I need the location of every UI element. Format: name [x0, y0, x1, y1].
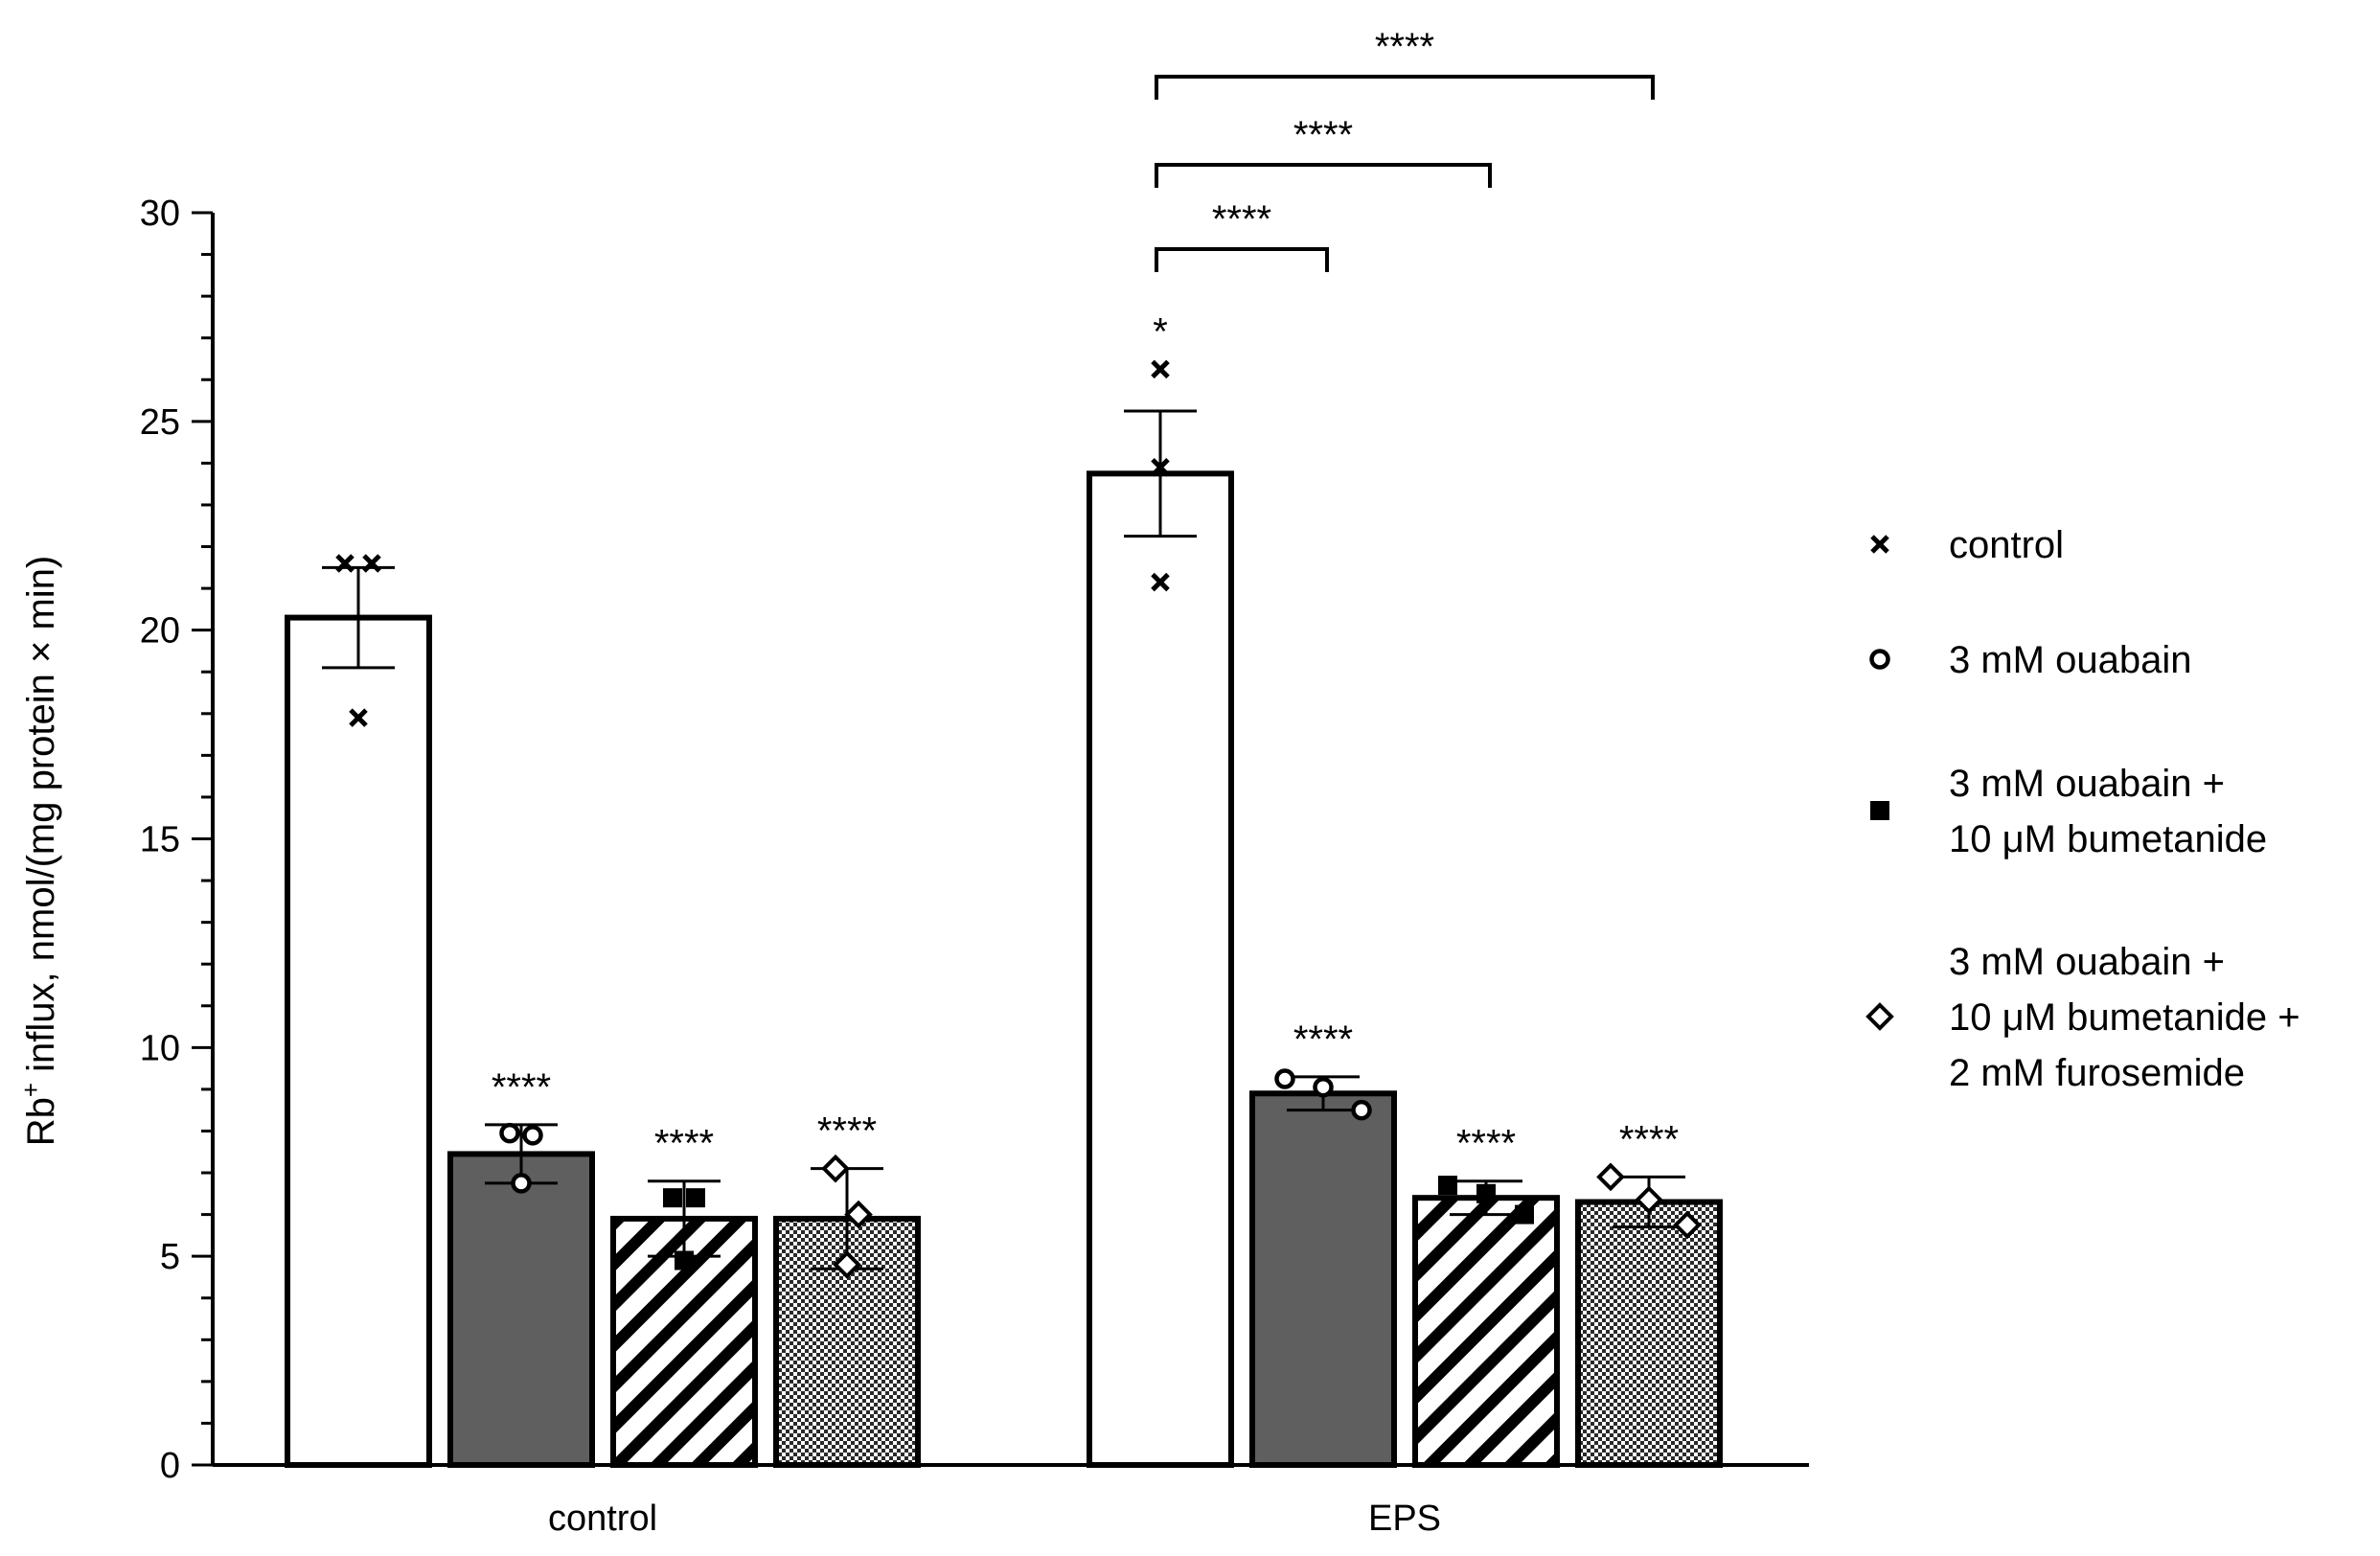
- data-point-circle: [511, 1173, 532, 1194]
- y-axis-title-superscript: +: [16, 1083, 45, 1097]
- y-tick-label: 20: [140, 611, 180, 652]
- y-tick-label: 15: [140, 820, 180, 860]
- significance-label: ****: [654, 1123, 714, 1165]
- x-category-label: control: [548, 1499, 657, 1539]
- data-point-diamond: [1635, 1185, 1663, 1215]
- y-tick-label: 30: [140, 194, 180, 234]
- significance-bracket: [1155, 75, 1655, 100]
- y-tick-label: 10: [140, 1028, 180, 1068]
- data-point-square: [1476, 1183, 1496, 1203]
- data-point-cross: [349, 708, 368, 727]
- bar: [1087, 470, 1234, 1469]
- data-point-cross: [362, 554, 381, 573]
- data-point-circle: [499, 1122, 520, 1144]
- legend-marker-circle: [1869, 649, 1890, 670]
- x-axis: control EPS: [213, 1463, 1809, 1539]
- legend-label: control: [1949, 524, 2064, 566]
- data-point-diamond: [844, 1200, 873, 1229]
- data-point-square: [675, 1250, 694, 1270]
- significance-label: ****: [1619, 1118, 1679, 1160]
- y-tick-label: 25: [140, 402, 180, 443]
- data-point-cross: [1151, 359, 1170, 379]
- data-point-circle: [522, 1125, 543, 1146]
- data-points: [335, 359, 1702, 1279]
- bar: [1575, 1199, 1723, 1469]
- legend-label: 10 μM bumetanide: [1949, 818, 2267, 860]
- bracket-label: ****: [1212, 198, 1271, 240]
- bracket-label: ****: [1375, 26, 1434, 68]
- y-axis-title-rest: influx, nmol/(mg protein × min): [20, 556, 62, 1083]
- legend-label: 10 μM bumetanide +: [1949, 996, 2300, 1039]
- bars: ************* ******** ****: [285, 310, 1723, 1469]
- bracket-label: ****: [1293, 114, 1353, 156]
- data-point-cross: [335, 554, 355, 573]
- data-point-square: [1515, 1204, 1534, 1224]
- y-axis: 0 5 10 15 20 25 30: [140, 194, 215, 1486]
- data-point-circle: [1313, 1076, 1334, 1098]
- data-point-circle: [1274, 1068, 1295, 1089]
- y-tick-label: 5: [160, 1237, 180, 1277]
- data-point-square: [663, 1188, 682, 1208]
- legend-label: 3 mM ouabain +: [1949, 763, 2225, 805]
- data-point-diamond: [1596, 1162, 1625, 1192]
- data-point-cross: [1151, 457, 1170, 477]
- significance-label: ****: [817, 1110, 877, 1153]
- data-point-diamond: [821, 1154, 850, 1183]
- significance-bracket: [1155, 163, 1492, 188]
- y-axis-title-main: Rb: [20, 1097, 62, 1146]
- legend-label: 2 mM furosemide: [1949, 1052, 2245, 1094]
- data-point-circle: [1351, 1099, 1372, 1121]
- legend: control 3 mM ouabain 3 mM ouabain + 10 μM b…: [1865, 524, 2300, 1094]
- bar: [1412, 1195, 1560, 1468]
- data-point-square: [1438, 1176, 1457, 1196]
- bar: [1249, 1090, 1397, 1469]
- significance-label: ****: [1293, 1018, 1353, 1061]
- data-point-cross: [1151, 572, 1170, 592]
- significance-label: ****: [492, 1066, 551, 1109]
- bar: [285, 614, 432, 1468]
- legend-marker-diamond: [1865, 1002, 1894, 1031]
- data-point-diamond: [1673, 1210, 1702, 1240]
- legend-label: 3 mM ouabain +: [1949, 941, 2225, 983]
- legend-marker-cross: [1870, 535, 1889, 554]
- significance-brackets: **** **** ****: [1155, 26, 1655, 272]
- legend-marker-square: [1870, 801, 1889, 820]
- y-axis-title: Rb+ influx, nmol/(mg protein × min): [16, 556, 62, 1147]
- data-point-square: [686, 1188, 705, 1208]
- significance-label: *: [1153, 310, 1168, 353]
- legend-label: 3 mM ouabain: [1949, 639, 2191, 681]
- y-tick-label: 0: [160, 1446, 180, 1486]
- x-category-label: EPS: [1368, 1499, 1441, 1539]
- significance-label: ****: [1456, 1123, 1516, 1165]
- data-point-diamond: [833, 1250, 861, 1279]
- significance-bracket: [1155, 247, 1329, 272]
- bar: [447, 1151, 595, 1468]
